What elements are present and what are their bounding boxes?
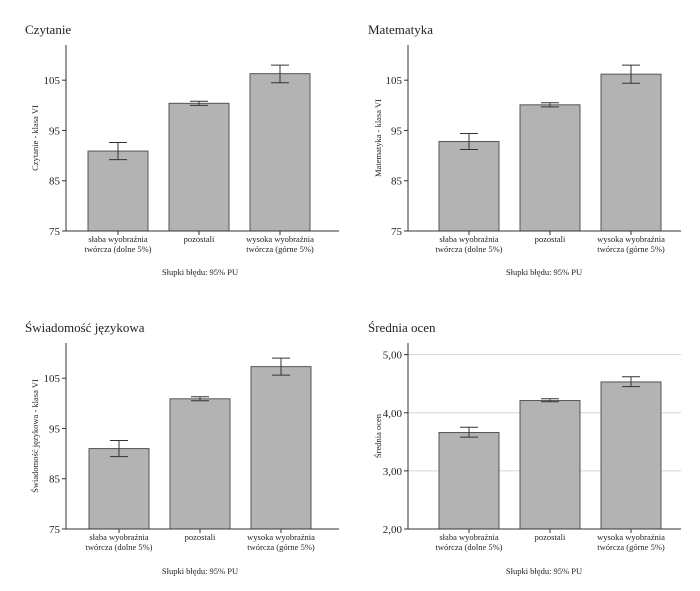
panel-2-y-axis-label: Matematyka - klasa VI <box>373 99 383 177</box>
panel-1-y-tick-label: 105 <box>44 75 61 87</box>
panel-4-y-tick-label: 3,00 <box>383 466 403 478</box>
panel-1-y-tick-label: 95 <box>49 125 61 137</box>
panel-3-category-label-1: słaba wyobraźnia <box>89 532 148 542</box>
panel-4-title: Średnia ocen <box>368 320 436 335</box>
panel-3-y-axis-label: Świadomość językowa - klasa VI <box>30 379 40 493</box>
panel-1-category-label-3: twórcza (górne 5%) <box>246 244 314 254</box>
panel-1-category-label-2: pozostali <box>184 234 215 244</box>
panel-3-category-label-1: twórcza (dolne 5%) <box>85 542 152 552</box>
panel-2-bar-2 <box>519 104 581 232</box>
panel-1-title: Czytanie <box>25 22 71 37</box>
panel-3-y-tick-label: 105 <box>44 373 61 385</box>
panel-3-category-label-3: twórcza (górne 5%) <box>247 542 315 552</box>
panel-3-category-label-3: wysoka wyobraźnia <box>247 532 315 542</box>
panel-4-y-tick-label: 4,00 <box>383 408 403 420</box>
panel-4-y-tick-label: 2,00 <box>383 524 403 536</box>
panel-3-error-bar-note: Słupki błędu: 95% PU <box>162 566 238 576</box>
panel-4-bar-3 <box>600 381 662 530</box>
panel-2-category-label-3: wysoka wyobraźnia <box>597 234 665 244</box>
panel-2-category-label-2: pozostali <box>535 234 566 244</box>
panel-1-y-tick-label: 75 <box>49 226 61 238</box>
panel-4-y-axis-label: Średnia ocen <box>373 413 383 458</box>
panel-4-y-tick-label: 5,00 <box>383 350 403 362</box>
panel-1-y-tick-label: 85 <box>49 176 61 188</box>
panel-2-category-label-3: twórcza (górne 5%) <box>597 244 665 254</box>
panel-2-bar-1 <box>438 141 500 232</box>
panel-2-y-tick-label: 75 <box>391 226 403 238</box>
panel-2-bar-3 <box>600 73 662 232</box>
panel-1-category-label-1: twórcza (dolne 5%) <box>84 244 151 254</box>
panel-4-category-label-3: twórcza (górne 5%) <box>597 542 665 552</box>
panel-2-y-tick-label: 105 <box>386 75 403 87</box>
panel-3-y-tick-label: 95 <box>49 423 61 435</box>
panel-4-bar-1 <box>438 432 500 530</box>
panel-2-error-bar-note: Słupki błędu: 95% PU <box>506 267 582 277</box>
panel-3-bar-3 <box>250 366 312 530</box>
panel-1-category-label-3: wysoka wyobraźnia <box>246 234 314 244</box>
panel-2-y-tick-label: 85 <box>391 176 403 188</box>
panel-1-category-label-1: słaba wyobraźnia <box>88 234 147 244</box>
panel-1-bar-2 <box>168 102 230 232</box>
panel-4-error-bar-note: Słupki błędu: 95% PU <box>506 566 582 576</box>
panel-4-category-label-3: wysoka wyobraźnia <box>597 532 665 542</box>
panel-3-title: Świadomość językowa <box>25 320 145 335</box>
panel-1-y-axis-label: Czytanie - klasa VI <box>30 105 40 171</box>
panel-2-y-tick-label: 95 <box>391 125 403 137</box>
panel-3-y-tick-label: 85 <box>49 474 61 486</box>
panel-4-bar-2 <box>519 400 581 530</box>
panel-3-bar-1 <box>88 448 150 530</box>
panel-3-category-label-2: pozostali <box>185 532 216 542</box>
panel-1-error-bar-note: Słupki błędu: 95% PU <box>162 267 238 277</box>
panel-1-bar-1 <box>87 150 149 232</box>
panel-4-category-label-1: słaba wyobraźnia <box>439 532 498 542</box>
panel-4-category-label-1: twórcza (dolne 5%) <box>435 542 502 552</box>
panel-3-y-tick-label: 75 <box>49 524 61 536</box>
panel-4-category-label-2: pozostali <box>535 532 566 542</box>
panel-2-title: Matematyka <box>368 22 433 37</box>
panel-2-category-label-1: słaba wyobraźnia <box>439 234 498 244</box>
panel-3-bar-2 <box>169 398 231 530</box>
panel-2-category-label-1: twórcza (dolne 5%) <box>435 244 502 254</box>
panel-1-bar-3 <box>249 73 311 232</box>
